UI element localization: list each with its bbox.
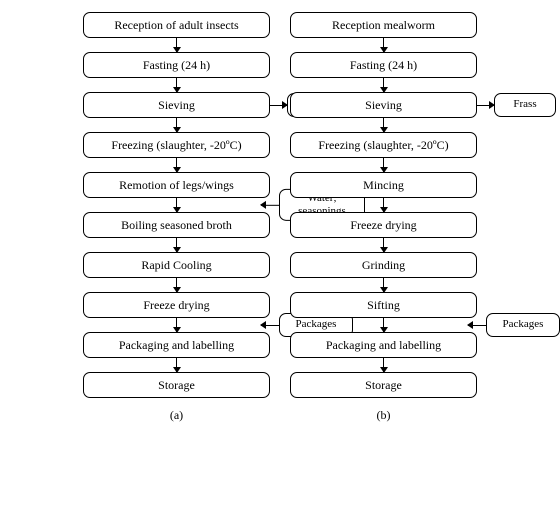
side-annotation: Frass <box>476 93 556 117</box>
arrow-left-icon <box>261 325 279 326</box>
flow-node: Freezing (slaughter, -20ºC) <box>83 132 270 158</box>
flow-node: Fasting (24 h) <box>290 52 477 78</box>
flow-node: SievingFrass <box>290 92 477 118</box>
flow-node: Reception mealworm <box>290 12 477 38</box>
flow-node: Remotion of legs/wings <box>83 172 270 198</box>
column-a: Reception of adult insects Fasting (24 h)… <box>83 12 270 423</box>
flow-node: Packaging and labelling <box>290 332 477 358</box>
flow-node: Sifting <box>290 292 477 318</box>
flow-node: Packaging and labelling <box>83 332 270 358</box>
caption-a: (a) <box>170 408 183 423</box>
arrow-right-icon <box>476 105 494 106</box>
flow-node: Freeze drying <box>83 292 270 318</box>
flow-node: SievingFrass <box>83 92 270 118</box>
flow-node: Rapid Cooling <box>83 252 270 278</box>
flow-node: Boiling seasoned broth <box>83 212 270 238</box>
side-annotation: Packages <box>468 313 560 337</box>
columns: Reception of adult insects Fasting (24 h)… <box>10 12 550 423</box>
arrow-left-icon <box>261 205 279 206</box>
page: Reception of adult insects Fasting (24 h)… <box>0 0 560 530</box>
flow-node: Storage <box>83 372 270 398</box>
arrow-right-icon <box>269 105 287 106</box>
arrow-left-icon <box>468 325 486 326</box>
flow-node: Storage <box>290 372 477 398</box>
flow-node: Fasting (24 h) <box>83 52 270 78</box>
flow-node: Reception of adult insects <box>83 12 270 38</box>
side-node: Packages <box>486 313 560 337</box>
side-node: Frass <box>494 93 556 117</box>
flow-node: Freezing (slaughter, -20ºC) <box>290 132 477 158</box>
flow-node: Mincing <box>290 172 477 198</box>
flow-node: Freeze drying <box>290 212 477 238</box>
flowchart-a: Reception of adult insects Fasting (24 h)… <box>83 12 270 398</box>
caption-b: (b) <box>377 408 391 423</box>
column-b: Reception mealworm Fasting (24 h) SievingF… <box>290 12 477 423</box>
flow-node: Grinding <box>290 252 477 278</box>
